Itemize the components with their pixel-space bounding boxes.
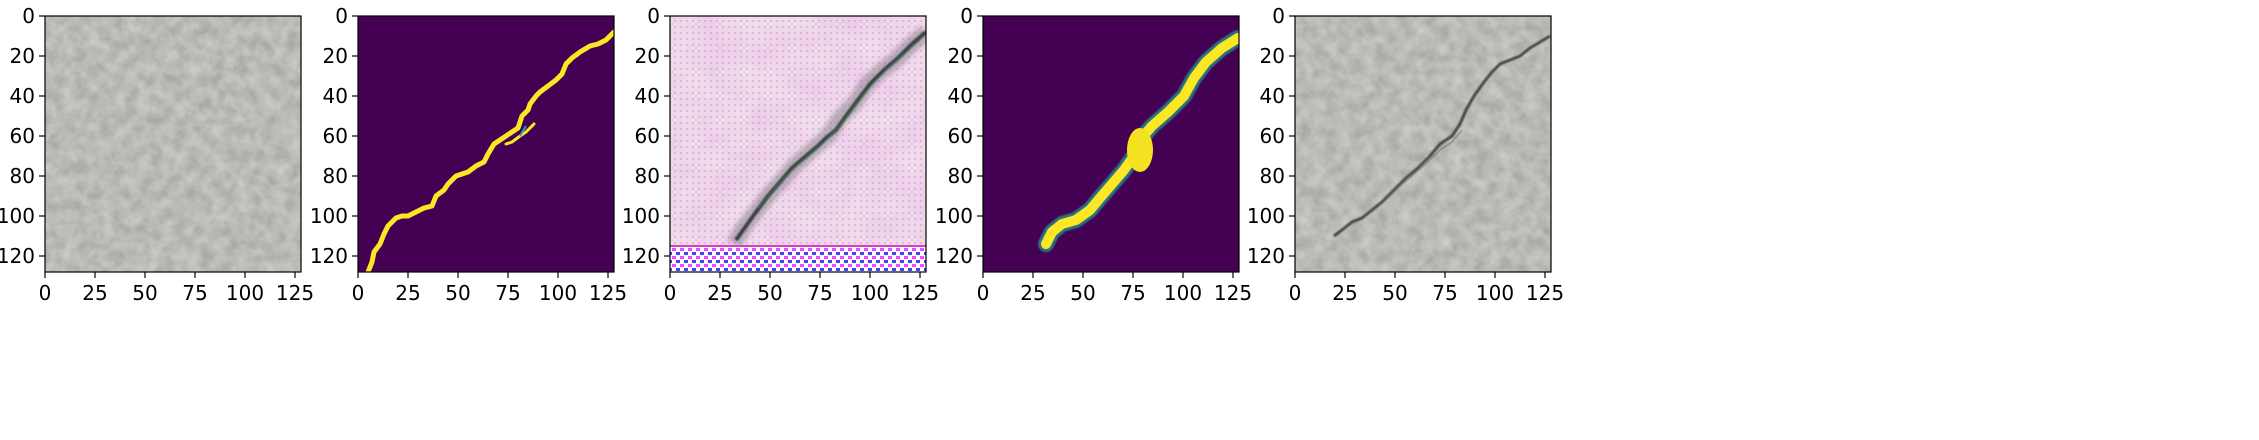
panel-mask xyxy=(358,16,614,272)
y-tick-label: 100 xyxy=(622,204,660,228)
x-tick-label: 125 xyxy=(276,281,314,305)
prediction-background xyxy=(983,16,1239,272)
x-tick-label: 125 xyxy=(901,281,939,305)
y-tick-label: 40 xyxy=(635,84,660,108)
y-tick-label: 60 xyxy=(10,124,35,148)
panel-generated xyxy=(670,16,926,272)
prediction-crack-blob xyxy=(1127,128,1153,172)
y-tick-label: 120 xyxy=(622,244,660,268)
x-tick-label: 0 xyxy=(977,281,990,305)
x-tick-label: 75 xyxy=(182,281,207,305)
x-tick-label: 50 xyxy=(1382,281,1407,305)
y-tick-label: 40 xyxy=(10,84,35,108)
generated-artifact-band xyxy=(670,246,926,272)
x-tick-label: 25 xyxy=(1332,281,1357,305)
x-tick-label: 75 xyxy=(495,281,520,305)
y-tick-label: 0 xyxy=(960,4,973,28)
y-tick-label: 40 xyxy=(1260,84,1285,108)
x-tick-label: 125 xyxy=(589,281,627,305)
y-tick-label: 120 xyxy=(1247,244,1285,268)
x-tick-label: 125 xyxy=(1526,281,1564,305)
y-tick-label: 100 xyxy=(310,204,348,228)
x-tick-label: 25 xyxy=(1020,281,1045,305)
y-tick-label: 80 xyxy=(1260,164,1285,188)
x-tick-label: 100 xyxy=(1476,281,1514,305)
y-tick-label: 80 xyxy=(635,164,660,188)
x-tick-label: 50 xyxy=(132,281,157,305)
x-tick-label: 25 xyxy=(395,281,420,305)
overlay-texture xyxy=(1295,16,1551,272)
concrete-texture xyxy=(45,16,301,272)
y-tick-label: 120 xyxy=(310,244,348,268)
panel-1-frame xyxy=(44,15,302,273)
x-tick-label: 0 xyxy=(664,281,677,305)
y-tick-label: 0 xyxy=(335,4,348,28)
y-tick-label: 40 xyxy=(948,84,973,108)
panel-5-frame xyxy=(1294,15,1552,273)
y-tick-label: 100 xyxy=(1247,204,1285,228)
y-tick-label: 80 xyxy=(948,164,973,188)
y-tick-label: 0 xyxy=(1272,4,1285,28)
overlay-crack xyxy=(1333,34,1551,238)
overlay-crack-color-edge xyxy=(1387,129,1463,199)
y-tick-label: 20 xyxy=(1260,44,1285,68)
y-tick-label: 20 xyxy=(323,44,348,68)
x-tick-label: 25 xyxy=(82,281,107,305)
x-tick-label: 100 xyxy=(851,281,889,305)
panel-prediction xyxy=(983,16,1239,272)
panel-overlay xyxy=(1295,16,1551,272)
x-tick-label: 25 xyxy=(707,281,732,305)
y-tick-label: 20 xyxy=(948,44,973,68)
x-tick-label: 75 xyxy=(1120,281,1145,305)
x-tick-label: 75 xyxy=(807,281,832,305)
y-tick-label: 120 xyxy=(0,244,35,268)
y-tick-label: 0 xyxy=(22,4,35,28)
x-tick-label: 50 xyxy=(1070,281,1095,305)
y-tick-label: 60 xyxy=(948,124,973,148)
x-tick-label: 100 xyxy=(226,281,264,305)
y-tick-label: 60 xyxy=(323,124,348,148)
y-tick-label: 80 xyxy=(10,164,35,188)
x-tick-label: 0 xyxy=(39,281,52,305)
y-tick-label: 60 xyxy=(1260,124,1285,148)
mask-crack-blue-tick xyxy=(519,125,527,137)
y-tick-label: 20 xyxy=(10,44,35,68)
y-tick-label: 100 xyxy=(0,204,35,228)
x-tick-label: 0 xyxy=(352,281,365,305)
y-tick-label: 80 xyxy=(323,164,348,188)
y-tick-label: 60 xyxy=(635,124,660,148)
panel-2-frame xyxy=(357,15,615,273)
x-tick-label: 100 xyxy=(539,281,577,305)
mask-crack xyxy=(365,29,614,272)
y-tick-label: 0 xyxy=(647,4,660,28)
x-tick-label: 75 xyxy=(1432,281,1457,305)
panel-concrete xyxy=(45,16,301,272)
generated-crack-edge xyxy=(757,39,921,209)
x-tick-label: 125 xyxy=(1214,281,1252,305)
y-tick-label: 40 xyxy=(323,84,348,108)
panel-4-frame xyxy=(982,15,1240,273)
panel-3-frame xyxy=(669,15,927,273)
y-tick-label: 120 xyxy=(935,244,973,268)
generated-dot-grid xyxy=(670,16,926,272)
y-tick-label: 100 xyxy=(935,204,973,228)
x-tick-label: 50 xyxy=(757,281,782,305)
x-tick-label: 0 xyxy=(1289,281,1302,305)
x-tick-label: 100 xyxy=(1164,281,1202,305)
x-tick-label: 50 xyxy=(445,281,470,305)
y-tick-label: 20 xyxy=(635,44,660,68)
